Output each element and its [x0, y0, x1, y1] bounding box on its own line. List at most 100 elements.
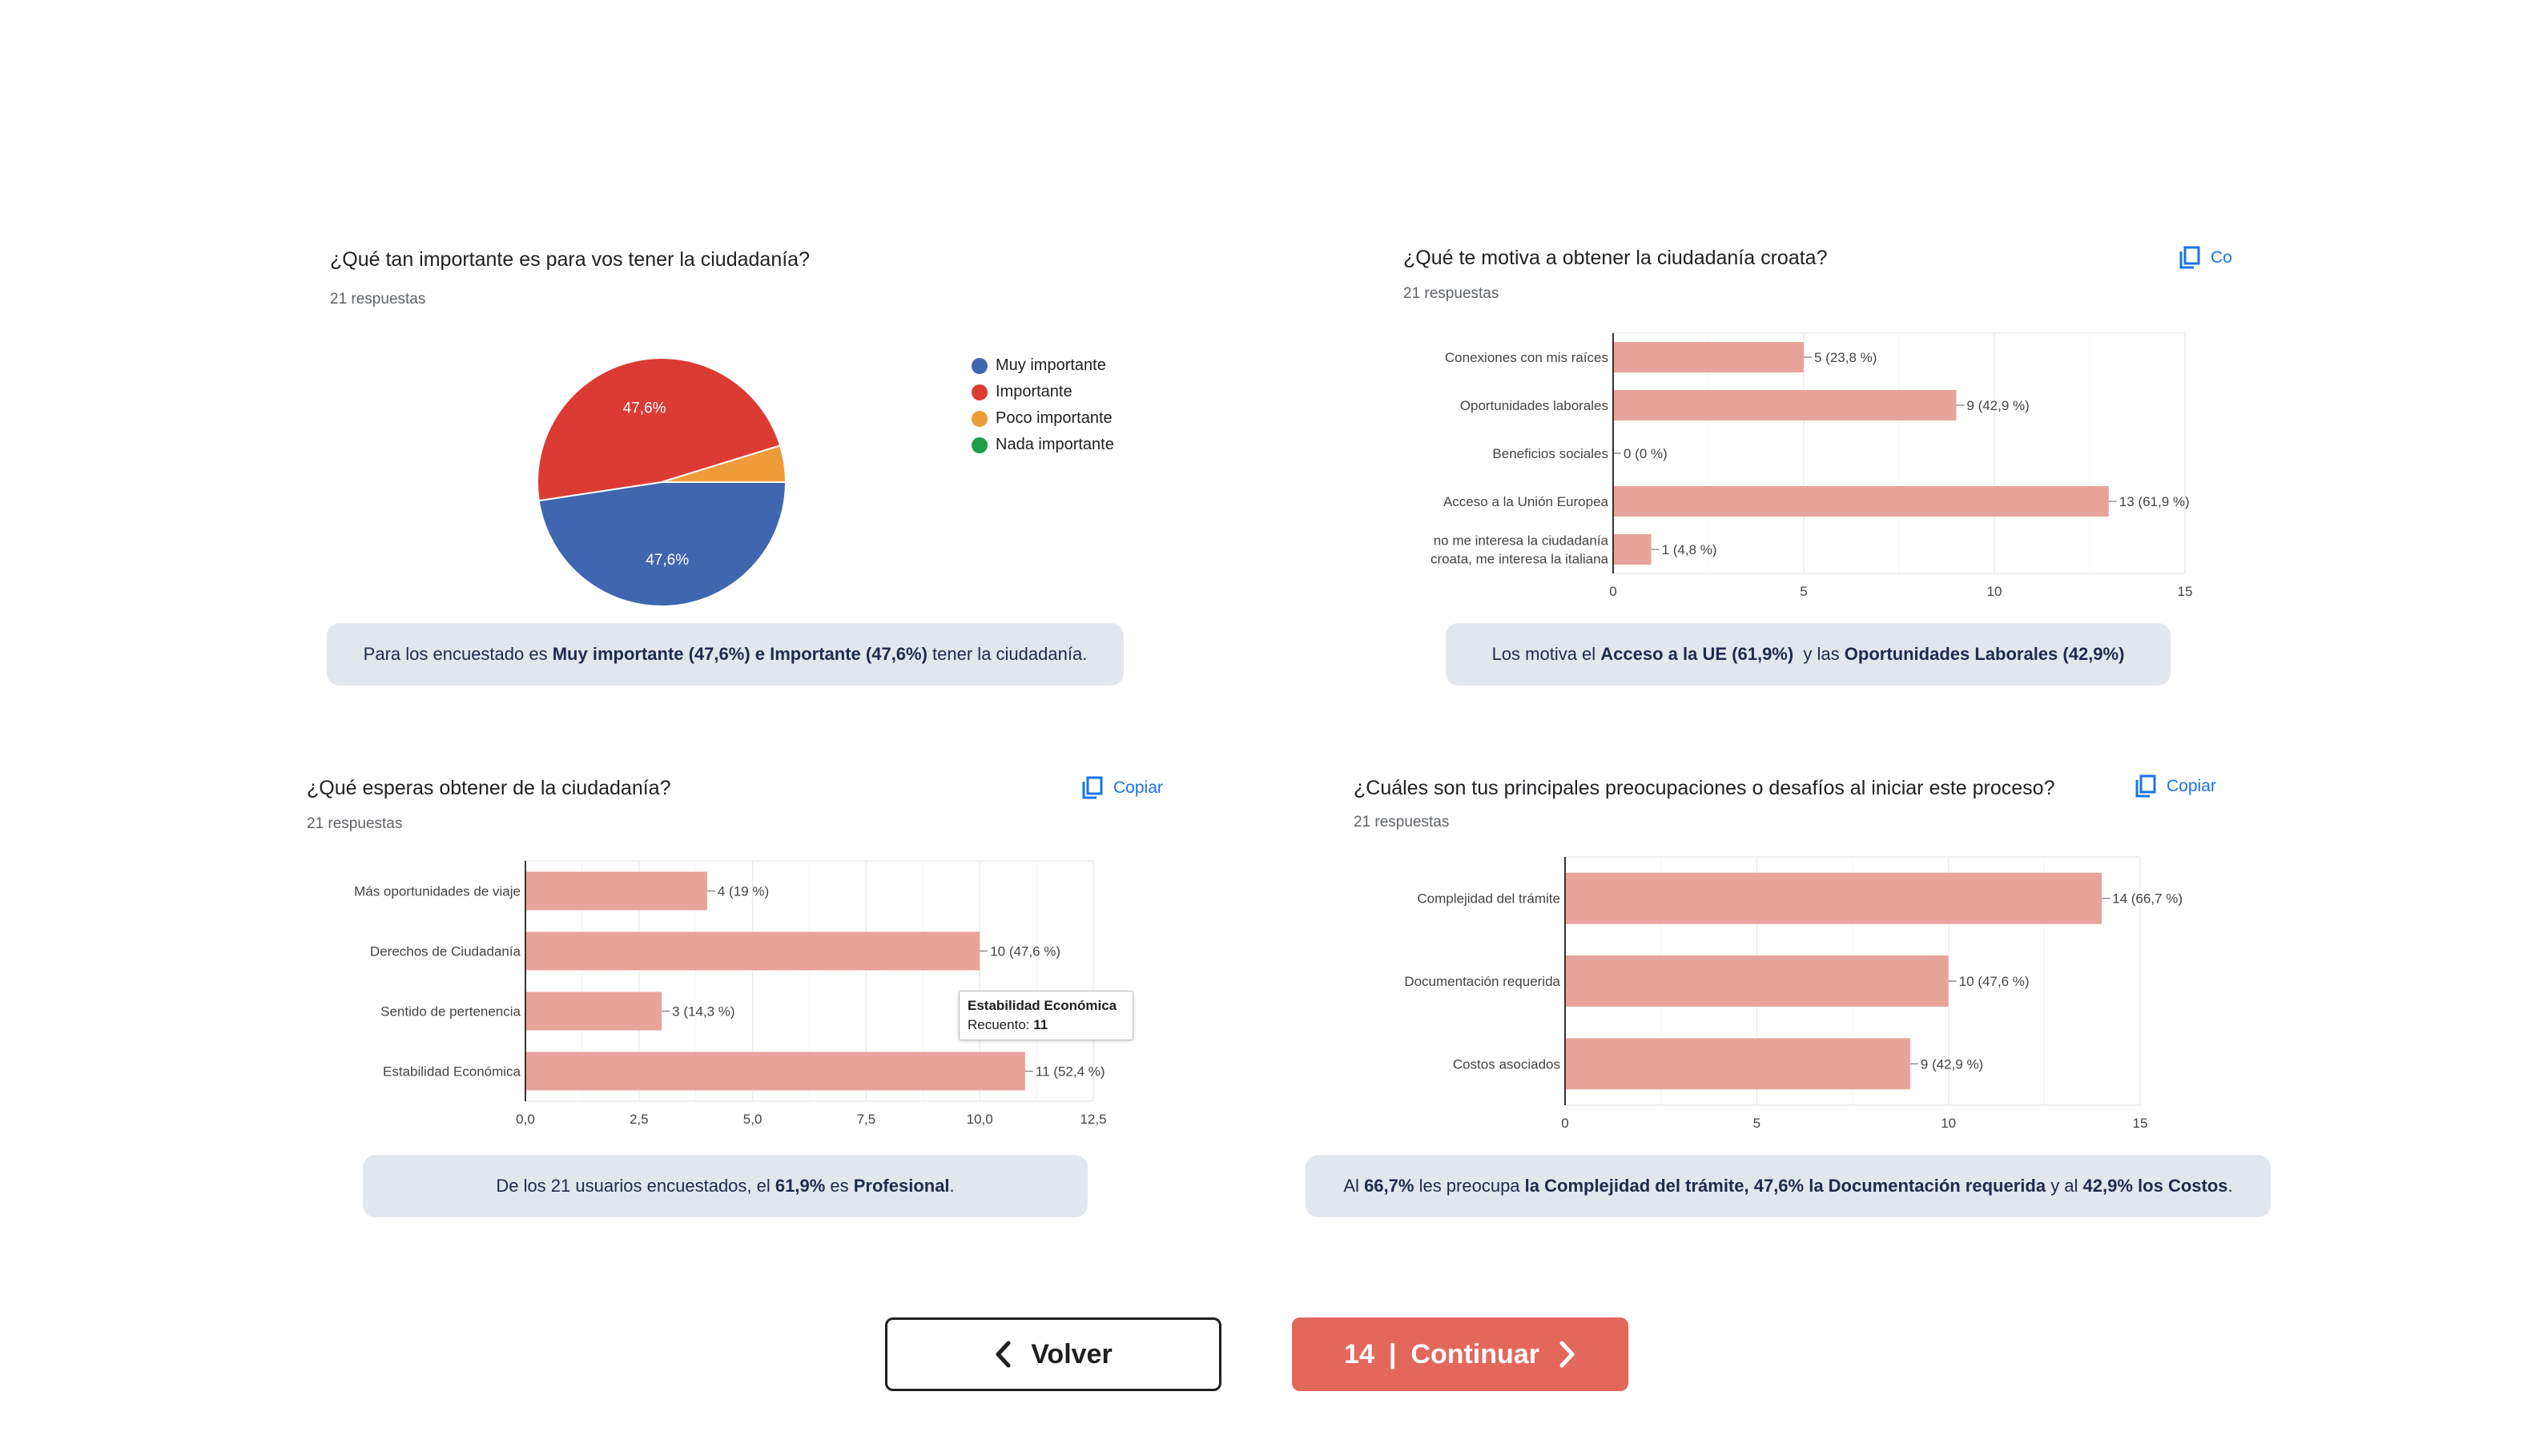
bar-chart-concerns: 0 5 10 15 14 (66,7 %) Complejidad del trámite…	[1404, 856, 2183, 1131]
category-label-line: Más oportunidades de viaje	[354, 884, 521, 899]
legend-item[interactable]: Nada importante	[972, 432, 1114, 458]
data-label: 9 (42,9 %)	[1966, 398, 2029, 413]
copy-icon	[2179, 246, 2200, 269]
caption-text: Los motiva el	[1491, 644, 1601, 664]
bar[interactable]	[1613, 534, 1652, 565]
caption-bold: Acceso a la UE (61,9%)	[1600, 644, 1799, 664]
caption-text: Al	[1343, 1176, 1365, 1196]
data-label: 11 (52,4 %)	[1036, 1064, 1105, 1080]
chart1-caption: Para los encuestado es Muy importante (4…	[327, 623, 1124, 686]
data-label: 1 (4,8 %)	[1662, 542, 1717, 557]
x-tick-label: 15	[2133, 1116, 2148, 1131]
category-label: Más oportunidades de viaje	[354, 884, 521, 899]
caption-text: y las	[1798, 644, 1845, 664]
pie-slice	[537, 357, 782, 502]
legend-item[interactable]: Muy importante	[972, 352, 1114, 379]
caption-text: es	[825, 1176, 854, 1196]
legend-item[interactable]: Poco importante	[972, 405, 1114, 432]
category-label: Costos asociados	[1453, 1056, 1560, 1072]
caption-bold: Muy importante (47,6%) e Importante (47,…	[552, 644, 928, 664]
copy-label: Copiar	[2167, 777, 2216, 795]
bar[interactable]	[1613, 486, 2109, 517]
caption-bold: 61,9%	[775, 1176, 826, 1196]
category-label-line: Derechos de Ciudadanía	[370, 944, 521, 959]
legend-label: Nada importante	[996, 436, 1114, 453]
back-button[interactable]: Volver	[885, 1317, 1221, 1391]
category-label-line: Complejidad del trámite	[1417, 891, 1560, 907]
legend-swatch	[972, 384, 988, 400]
back-label: Volver	[1031, 1338, 1113, 1370]
data-label: 14 (66,7 %)	[2112, 891, 2183, 907]
x-tick-label: 5	[1753, 1116, 1760, 1131]
chart4-caption: Al 66,7% les preocupa la Complejidad del…	[1306, 1155, 2271, 1217]
caption-text: tener la ciudadanía.	[927, 644, 1088, 664]
chart3-caption: De los 21 usuarios encuestados, el 61,9%…	[363, 1155, 1088, 1217]
caption-text: y al	[2046, 1176, 2083, 1196]
category-label-line: Sentido de pertenencia	[380, 1004, 521, 1020]
continue-button[interactable]: 14 | Continuar	[1292, 1317, 1628, 1391]
x-tick-label: 15	[2178, 584, 2193, 599]
copy-button[interactable]: Copiar	[2135, 773, 2239, 800]
chevron-left-icon	[996, 1341, 1011, 1368]
legend-label: Poco importante	[996, 409, 1113, 427]
x-tick-label: 10	[1941, 1116, 1956, 1131]
bar-tooltip: Estabilidad Económica Recuento: 11	[959, 991, 1133, 1040]
category-label-line: Acceso a la Unión Europea	[1443, 494, 1609, 509]
tooltip-count-label: Recuento:	[968, 1017, 1034, 1032]
legend-swatch	[972, 410, 988, 427]
category-label: Complejidad del trámite	[1417, 891, 1560, 907]
data-label: 0 (0 %)	[1624, 446, 1668, 461]
bar[interactable]	[1565, 872, 2102, 924]
copy-label: Co	[2211, 248, 2232, 267]
data-label: 9 (42,9 %)	[1921, 1056, 1983, 1072]
pie-chart: 47,6% 47,6%	[537, 357, 787, 607]
chart1-title: ¿Qué tan importante es para vos tener la…	[330, 248, 810, 271]
caption-bold: Profesional	[853, 1176, 950, 1196]
caption-text: les preocupa	[1414, 1176, 1525, 1196]
continue-label: Continuar	[1410, 1338, 1539, 1370]
data-label: 3 (14,3 %)	[672, 1004, 734, 1020]
legend-label: Muy importante	[996, 356, 1106, 374]
x-tick-label: 2,5	[630, 1112, 649, 1127]
copy-label: Copiar	[1113, 778, 1163, 797]
bar[interactable]	[1613, 390, 1957, 420]
category-label: Acceso a la Unión Europea	[1443, 494, 1609, 509]
copy-button[interactable]: Copiar	[1081, 774, 1169, 802]
bar[interactable]	[1565, 955, 1949, 1007]
chart4-title: ¿Cuáles son tus principales preocupacion…	[1354, 777, 2055, 799]
category-label: Sentido de pertenencia	[380, 1004, 521, 1020]
bar[interactable]	[525, 871, 707, 911]
caption-bold: la Complejidad del trámite, 47,6% la Doc…	[1524, 1176, 2046, 1196]
pie-slice	[537, 481, 787, 607]
legend-swatch	[972, 357, 988, 374]
x-tick-label: 10,0	[967, 1112, 993, 1127]
tooltip-count-value: 11	[1033, 1017, 1048, 1032]
bar[interactable]	[525, 991, 662, 1031]
bar[interactable]	[525, 1052, 1025, 1091]
bar-chart-motivation: 0 5 10 15 5 (23,8 %) Conexiones con mis raíce…	[1431, 332, 2193, 599]
x-tick-label: 5	[1800, 584, 1807, 599]
pie-slice	[661, 444, 787, 483]
category-label-line: no me interesa la ciudadanía	[1434, 533, 1609, 549]
page-number: 14	[1344, 1338, 1374, 1370]
chart2-caption: Los motiva el Acceso a la UE (61,9%) y l…	[1446, 623, 2171, 686]
caption-bold: 42,9% los Costos	[2082, 1176, 2228, 1196]
x-tick-label: 7,5	[857, 1112, 876, 1127]
copy-button[interactable]: Co	[2179, 244, 2235, 271]
x-tick-label: 12,5	[1080, 1112, 1106, 1127]
category-label: Oportunidades laborales	[1460, 398, 1608, 413]
bar[interactable]	[1613, 342, 1804, 372]
category-label-line: Beneficios sociales	[1492, 446, 1608, 461]
pie-legend: Muy importante Importante Poco importante N…	[972, 352, 1114, 458]
category-label: no me interesa la ciudadanía croata, me i…	[1431, 533, 1609, 567]
x-tick-label: 0	[1561, 1116, 1568, 1131]
bar-chart-expectations: 0,0 2,5 5,0 7,5 10,0 12,5 4 (19 %) Más oportuni…	[354, 860, 1107, 1127]
category-label: Documentación requerida	[1404, 974, 1560, 989]
bar[interactable]	[1565, 1038, 1910, 1090]
copy-icon	[1082, 776, 1103, 799]
legend-item[interactable]: Importante	[972, 379, 1114, 405]
caption-text: .	[949, 1176, 955, 1196]
chart4-responses: 21 respuestas	[1354, 814, 1450, 831]
bar[interactable]	[525, 931, 980, 971]
chart1-responses: 21 respuestas	[330, 291, 426, 308]
